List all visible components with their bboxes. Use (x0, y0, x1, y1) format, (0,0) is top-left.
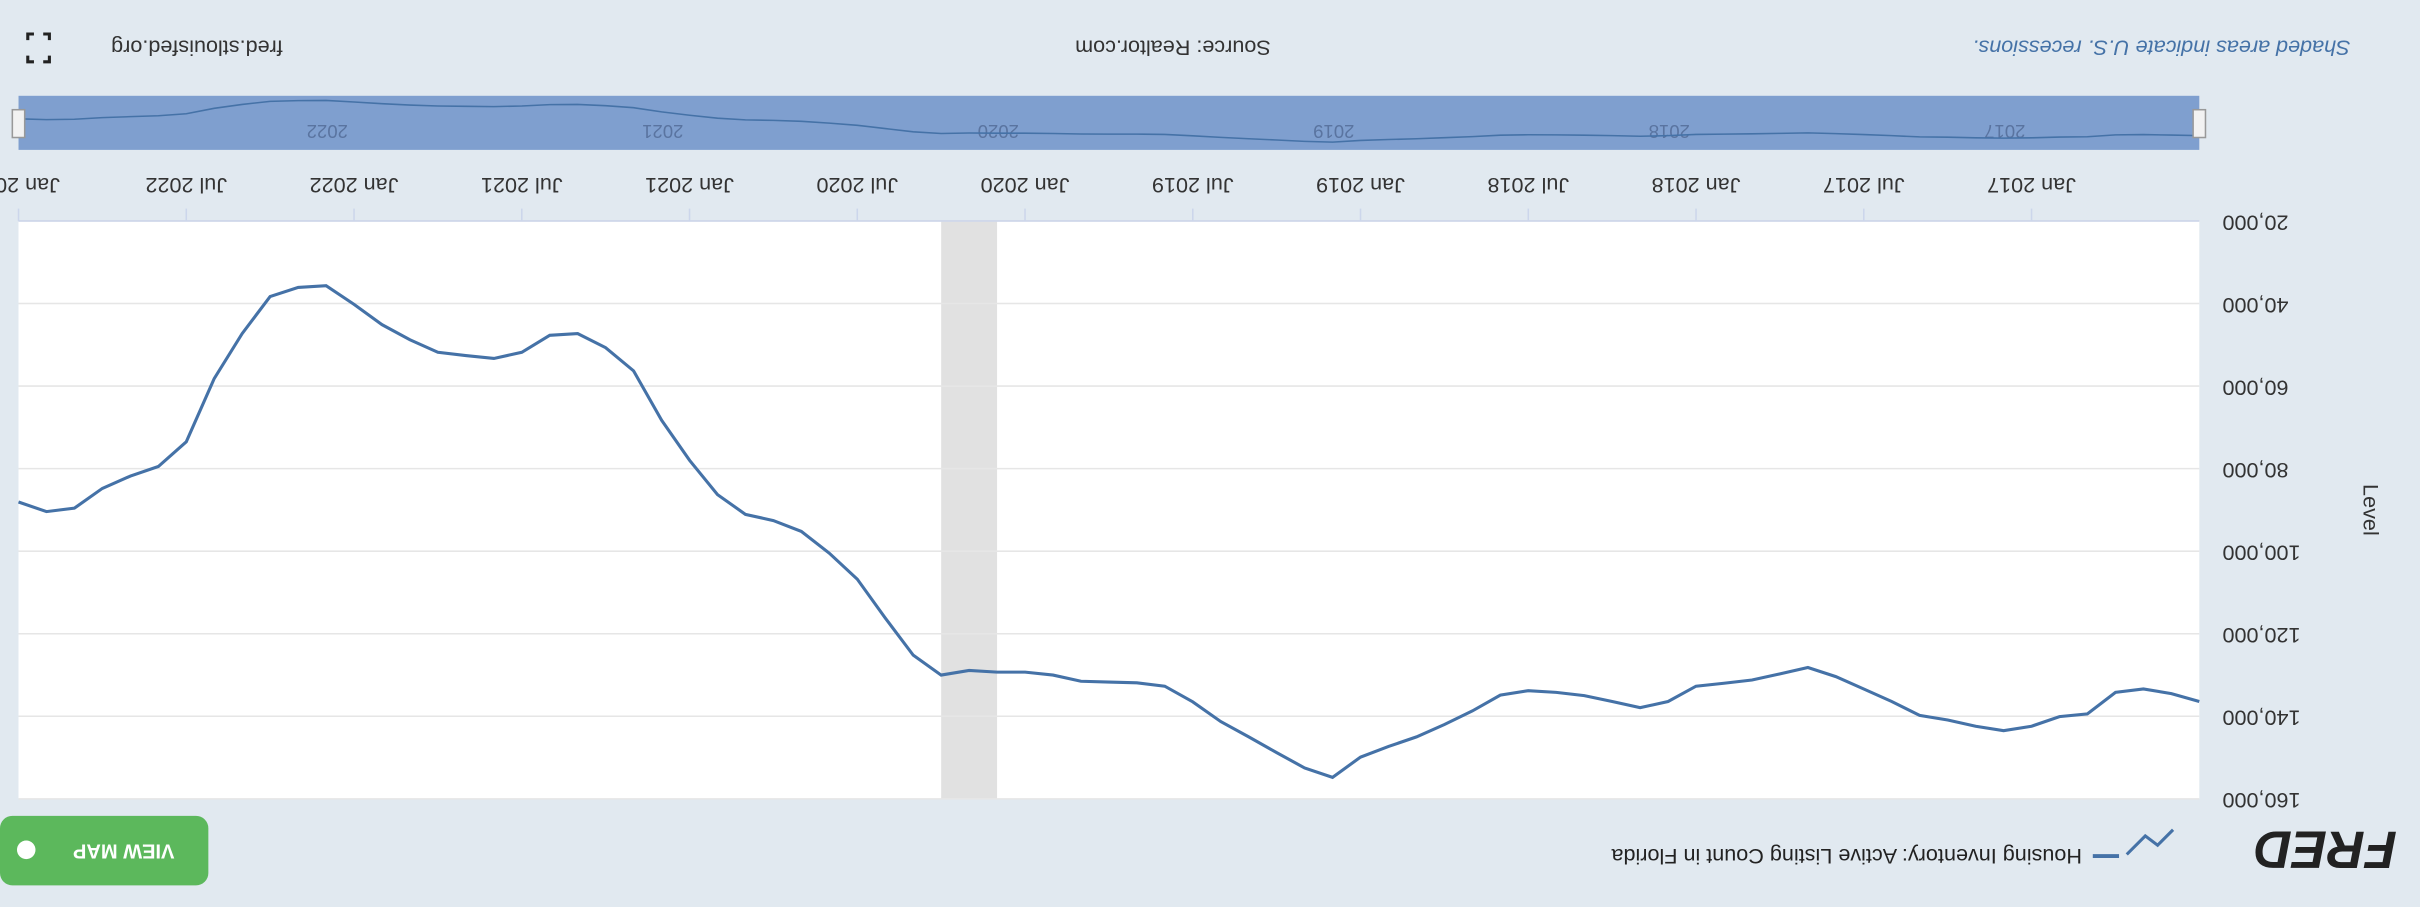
x-tick-label: Jul 2018 (1487, 173, 1569, 198)
y-tick-label: 100,000 (2222, 540, 2300, 565)
x-tick-label: Jul 2017 (1823, 173, 1905, 198)
globe-icon (16, 840, 36, 860)
navigator-label: 2019 (1313, 121, 1354, 142)
y-tick-label: 120,000 (2222, 623, 2300, 648)
source: Source: Realtor.com (1075, 36, 1271, 61)
site-link[interactable]: fred.stlouisfed.org (111, 36, 283, 61)
navigator-label: 2020 (978, 121, 1019, 142)
y-axis-label: Level (2358, 484, 2383, 536)
navigator-line (18, 99, 2200, 143)
recession-shade (941, 220, 998, 799)
x-tick-label: Jan 2022 (310, 173, 399, 198)
navigator-label: 2021 (642, 121, 683, 142)
navigator-label: 2022 (307, 121, 348, 142)
navigator-label: 2017 (1984, 121, 2025, 142)
x-tick-label: Jan 2021 (645, 173, 734, 198)
x-tick-label: Jul 2019 (1152, 173, 1234, 198)
navigator-handle[interactable] (2192, 108, 2207, 139)
x-tick-label: Jan 2019 (1316, 173, 1405, 198)
y-tick-label: 20,000 (2222, 210, 2288, 235)
x-tick-label: Jan 2018 (1652, 173, 1741, 198)
x-tick-label: Jul 2022 (145, 173, 227, 198)
x-tick-label: Jul 2020 (816, 173, 898, 198)
logo-icon (2125, 828, 2175, 856)
recession-note: Shaded areas indicate U.S. recessions. (1972, 36, 2350, 61)
fullscreen-icon[interactable] (26, 32, 51, 64)
y-tick-label: 40,000 (2222, 293, 2288, 318)
plot-area (18, 220, 2200, 799)
view-map-label[interactable]: VIEW MAP (73, 840, 174, 862)
view-map-button[interactable] (0, 815, 209, 886)
x-tick-label: Jan 2017 (1987, 173, 2076, 198)
x-tick-label: Jan 20... (0, 173, 60, 198)
y-tick-label: 160,000 (2222, 788, 2300, 813)
navigator-label: 2018 (1649, 121, 1690, 142)
navigator-handle[interactable] (11, 108, 26, 139)
legend-label: Housing Inventory: Active Listing Count … (1610, 844, 2082, 869)
series-line (18, 284, 2200, 780)
x-tick-label: Jan 2020 (981, 173, 1070, 198)
x-tick-label: Jul 2021 (481, 173, 563, 198)
rotated-view: FRED Housing Inventory: Active Listing C… (0, 32, 2397, 886)
logo[interactable]: FRED (2254, 819, 2397, 878)
y-tick-label: 140,000 (2222, 706, 2300, 731)
navigator[interactable] (18, 95, 2200, 150)
y-tick-label: 60,000 (2222, 375, 2288, 400)
y-tick-label: 80,000 (2222, 458, 2288, 483)
